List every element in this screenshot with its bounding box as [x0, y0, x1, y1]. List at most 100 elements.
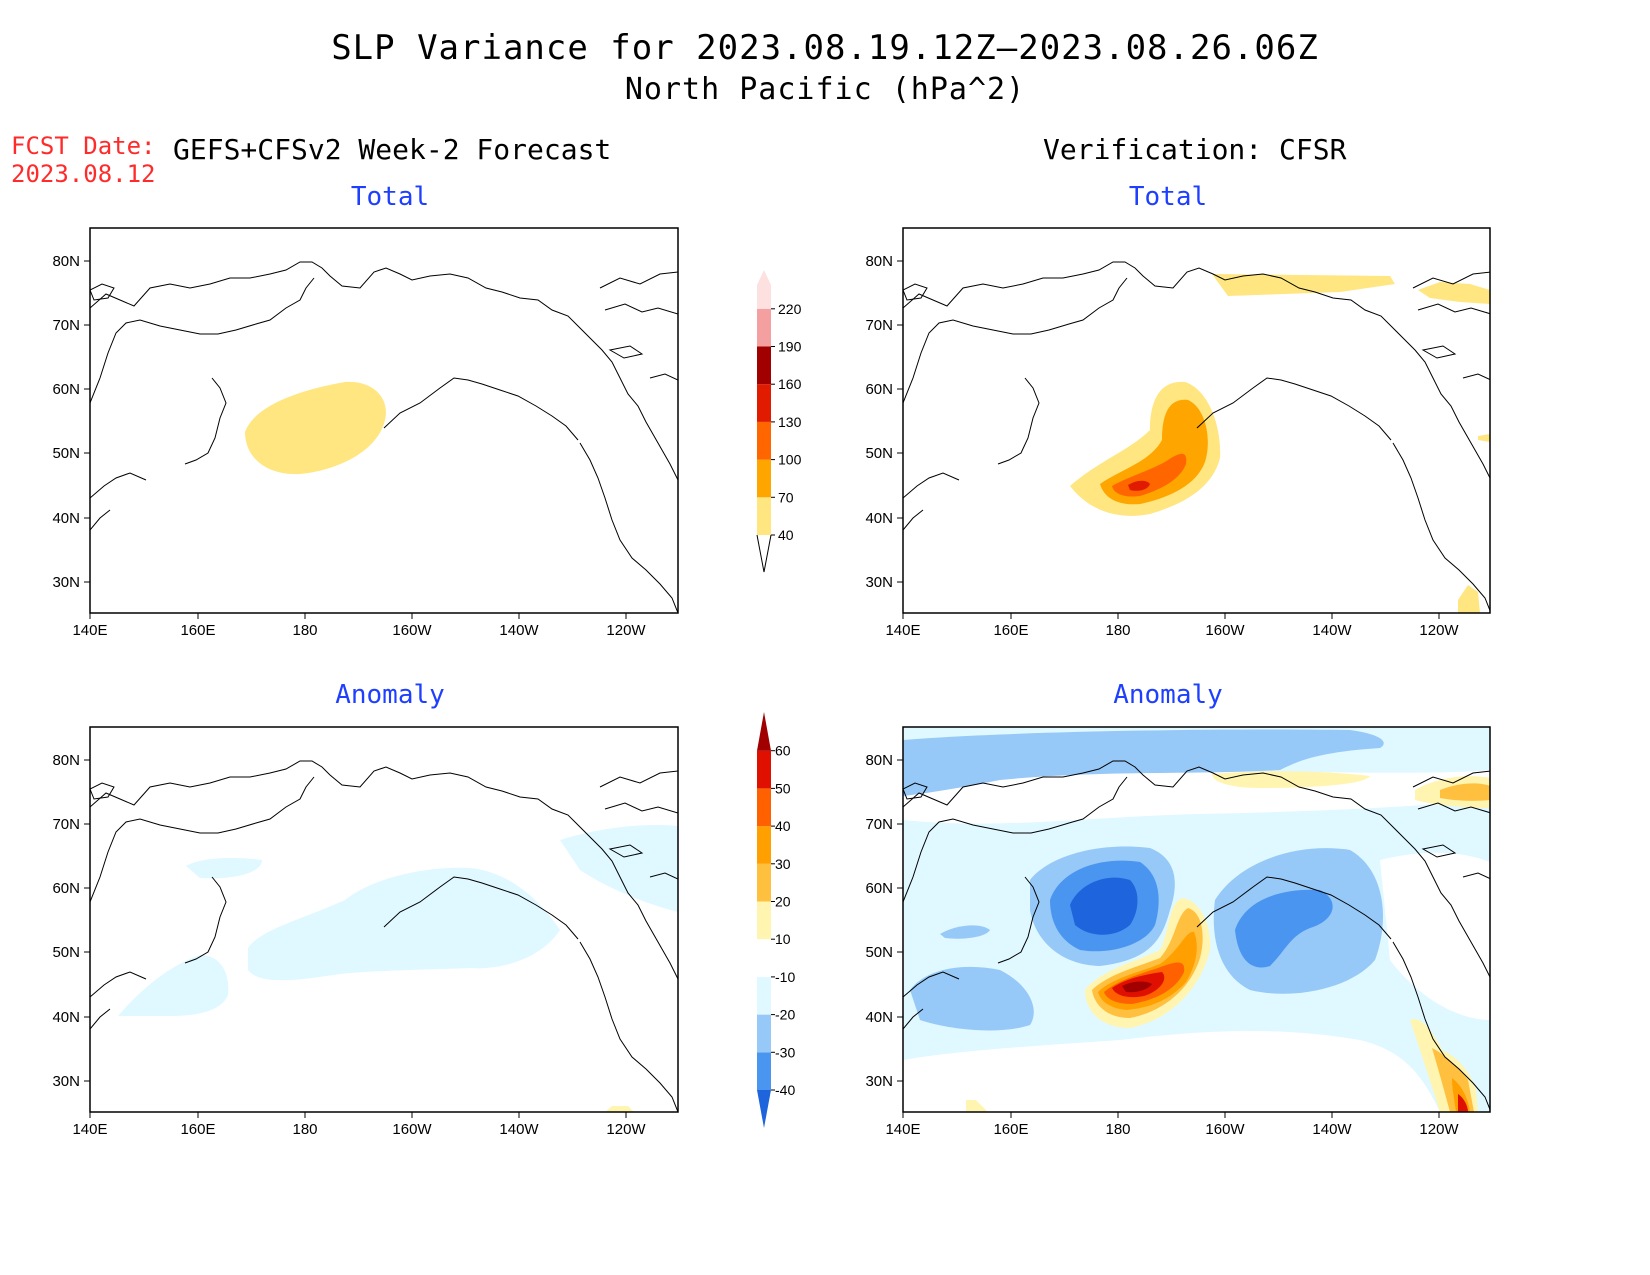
colorbar-total-label: 130	[778, 414, 802, 430]
lon-tick-label: 140W	[499, 1121, 539, 1138]
colorbar-anomaly-box	[757, 750, 771, 789]
colorbar-anomaly-label: 10	[775, 931, 791, 947]
lat-tick-label: 30N	[865, 1073, 893, 1090]
contour-fill-minus10-minus20-main	[248, 867, 560, 981]
colorbar-total-box	[757, 459, 771, 498]
lon-tick-label: 180	[1105, 1121, 1130, 1138]
panel-heading-forecast-total: Total	[350, 182, 430, 212]
contour-fill-40-70-baja	[1458, 585, 1480, 613]
lat-tick-label: 50N	[865, 944, 893, 961]
colorbar-total-cap	[757, 270, 771, 309]
lon-tick-label: 120W	[606, 1121, 646, 1138]
lat-tick-label: 40N	[52, 1009, 80, 1026]
colorbar-anomaly-box	[757, 1014, 771, 1053]
map-panel-forecast-anomaly	[90, 760, 678, 1112]
colorbars: 40 70 100 130 160 190 220 -40 -30 -20 -10 10 20 30 40 5…	[756, 270, 802, 1128]
lat-tick-label: 80N	[52, 752, 80, 769]
colorbar-total-label: 190	[778, 339, 802, 355]
page-subtitle: North Pacific (hPa^2)	[624, 72, 1026, 107]
lat-tick-label: 30N	[52, 1073, 80, 1090]
colorbar-anomaly-label: 50	[775, 780, 791, 796]
contour-fill-minus10-minus20-ne	[560, 824, 678, 912]
fcst-date-value: 2023.08.12	[11, 160, 156, 188]
contour-fill-neutral-east	[1380, 852, 1490, 1020]
panel-heading-forecast-anomaly: Anomaly	[335, 680, 445, 710]
contour-fill-minus20-minus30-nw	[940, 925, 990, 939]
contour-fill-minus10-minus20-nw	[186, 858, 262, 879]
lat-tick-label: 40N	[52, 510, 80, 527]
contour-fill-below-minus40	[1070, 877, 1138, 935]
contour-fill-40-50-baja	[1458, 1094, 1468, 1112]
map-frame-forecast-anomaly	[89, 726, 679, 1113]
lat-tick-label: 50N	[865, 445, 893, 462]
colorbar-anomaly-box	[757, 788, 771, 827]
colorbar-total-box	[757, 421, 771, 460]
lat-tick-label: 30N	[865, 574, 893, 591]
colorbar-anomaly-label: 20	[775, 894, 791, 910]
lat-tick-label: 70N	[52, 816, 80, 833]
lon-tick-label: 160W	[1205, 622, 1245, 639]
contour-fill-minus10-minus20-west	[118, 955, 229, 1016]
map-frame-verification-total	[902, 227, 1491, 614]
lon-tick-label: 160E	[180, 1121, 215, 1138]
colorbar-anomaly-box	[757, 1052, 771, 1090]
colorbar-anomaly-top-arrow	[757, 712, 771, 751]
colorbar-total-label: 100	[778, 452, 802, 468]
lon-tick-label: 180	[1105, 622, 1130, 639]
contour-fill-above-60-main	[1122, 981, 1152, 993]
contour-fill-minus30-minus40-center-east	[1235, 889, 1333, 968]
left-column-title: GEFS+CFSv2 Week-2 Forecast	[173, 133, 612, 166]
lon-tick-label: 180	[292, 1121, 317, 1138]
colorbar-total-label: 220	[778, 301, 802, 317]
colorbar-total-bottom-tail	[756, 534, 772, 573]
lon-tick-label: 160E	[993, 622, 1028, 639]
lat-tick-label: 80N	[52, 253, 80, 270]
colorbar-total-box	[757, 497, 771, 535]
colorbar-anomaly-label: -20	[775, 1007, 795, 1023]
lon-tick-label: 140E	[885, 1121, 920, 1138]
colorbar-anomaly-box	[757, 901, 771, 940]
lat-tick-label: 80N	[865, 253, 893, 270]
colorbar-total-box	[757, 308, 771, 347]
contour-fill-40-70-east	[1478, 434, 1490, 442]
lat-tick-label: 50N	[52, 944, 80, 961]
lon-tick-label: 120W	[606, 622, 646, 639]
lat-tick-label: 80N	[865, 752, 893, 769]
lon-tick-label: 160E	[180, 622, 215, 639]
lon-tick-label: 140W	[1312, 622, 1352, 639]
panel-heading-verification-total: Total	[1128, 182, 1208, 212]
contour-fill-70-100	[1100, 399, 1208, 505]
lon-tick-label: 160W	[392, 1121, 432, 1138]
contour-fill-10-20-south	[966, 1100, 988, 1112]
page-title: SLP Variance for 2023.08.19.12Z–2023.08.…	[331, 28, 1319, 68]
lon-tick-label: 160W	[1205, 1121, 1245, 1138]
colorbar-anomaly-bottom-arrow	[757, 1090, 771, 1128]
map-frame-verification-anomaly	[902, 726, 1491, 1113]
lat-tick-label: 60N	[52, 880, 80, 897]
map-panel-verification-anomaly	[903, 727, 1490, 1112]
colorbar-anomaly-label: 30	[775, 856, 791, 872]
colorbar-anomaly-label: 60	[775, 743, 791, 759]
fcst-date-label: FCST Date:	[11, 132, 156, 160]
colorbar-anomaly-box	[757, 939, 771, 977]
panel-heading-verification-anomaly: Anomaly	[1113, 680, 1223, 710]
contour-fill-40-70-arctic	[1418, 282, 1490, 304]
lon-tick-label: 140E	[72, 1121, 107, 1138]
colorbar-anomaly-box	[757, 863, 771, 902]
colorbar-anomaly-label: -30	[775, 1044, 795, 1060]
colorbar-total-label: 40	[778, 527, 794, 543]
lat-tick-label: 60N	[52, 381, 80, 398]
lat-tick-label: 40N	[865, 510, 893, 527]
contour-fill-10-20-baja	[605, 1106, 634, 1112]
map-panel-forecast-total	[90, 261, 678, 613]
lat-tick-label: 60N	[865, 880, 893, 897]
lon-tick-label: 140W	[1312, 1121, 1352, 1138]
lon-tick-label: 140E	[72, 622, 107, 639]
lat-tick-label: 40N	[865, 1009, 893, 1026]
colorbar-anomaly-box	[757, 826, 771, 864]
contour-fill-neutral-sw	[903, 1030, 1440, 1112]
colorbar-anomaly-label: -10	[775, 969, 795, 985]
lat-tick-label: 70N	[52, 317, 80, 334]
colorbar-anomaly-box	[757, 976, 771, 1015]
